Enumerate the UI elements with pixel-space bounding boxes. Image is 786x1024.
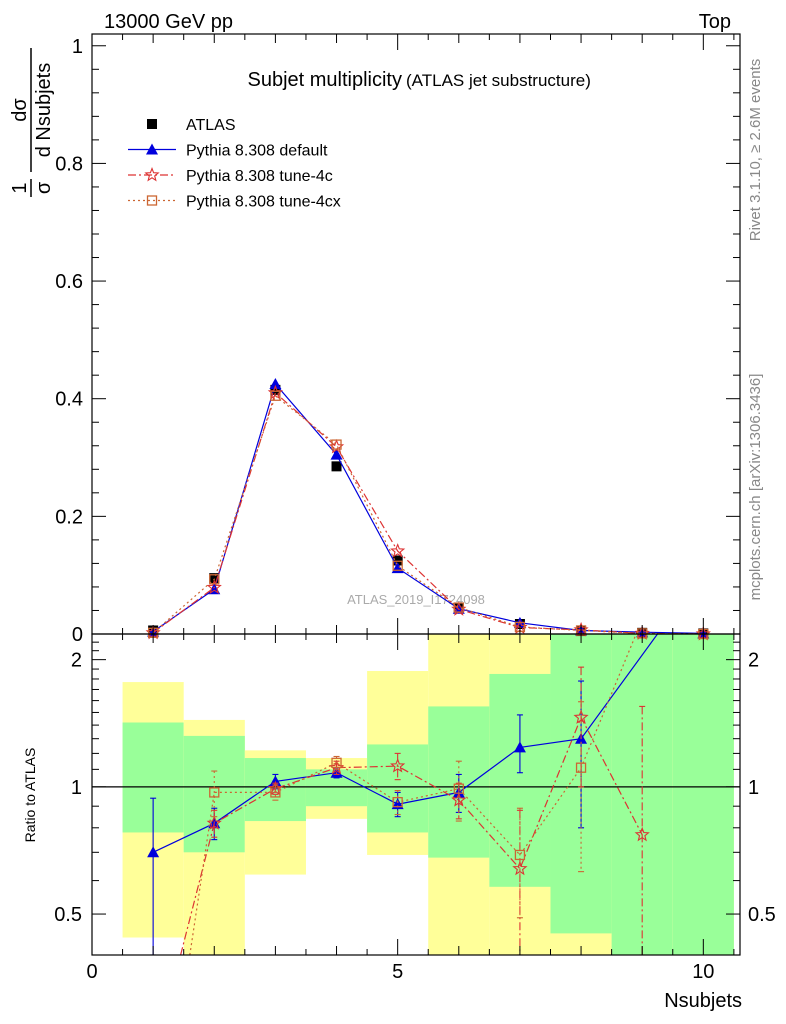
y-label-fraction-num: 1	[9, 182, 31, 193]
axes: 00.20.40.60.810 5 100.5 0.51 12 2	[54, 33, 776, 983]
green-band-bin	[489, 673, 551, 887]
ratio-point-tune4c	[634, 826, 650, 842]
data-point-tune4c	[206, 579, 222, 595]
data-point-tune4cx	[453, 602, 464, 613]
ratio-uncertainty-bands	[92, 634, 740, 955]
ratio-series-tune4cx	[189, 634, 637, 955]
ratio-point-tune4cx	[575, 762, 587, 773]
legend-label-tune4c: Pythia 8.308 tune-4c	[186, 168, 333, 185]
ratio-point-tune4cx	[514, 849, 526, 861]
legend: ATLAS Pythia 8.308 default Pythia 8.308 tu…	[128, 117, 341, 211]
x-tick-label: 5	[392, 961, 403, 983]
y-tick-label: 0.2	[55, 506, 83, 528]
ratio-point-tune4cx	[331, 757, 342, 768]
ratio-point-tune4cx	[453, 783, 464, 794]
x-tick-label: 0	[86, 961, 97, 983]
analysis-watermark: ATLAS_2019_I1724098	[347, 592, 485, 607]
ratio-point-tune4cx	[392, 797, 403, 808]
x-axis-label: Nsubjets	[664, 990, 742, 1012]
legend-marker-default	[146, 143, 158, 155]
ratio-point-tune4c	[573, 709, 589, 724]
beam-label: 13000 GeV pp	[104, 11, 233, 33]
process-label: Top	[699, 11, 731, 33]
y-label-fraction-den: σ	[33, 181, 55, 194]
legend-label-default: Pythia 8.308 default	[186, 143, 328, 160]
legend-entry-tune4cx: Pythia 8.308 tune-4cx	[128, 194, 341, 211]
ratio-y-tick-label-right: 0.5	[748, 904, 776, 926]
data-point-data	[392, 555, 403, 566]
green-band-bin	[672, 634, 734, 955]
y-axis-label: 1 σ dσ d Nsubjets	[9, 48, 55, 197]
legend-label-data: ATLAS	[186, 117, 236, 134]
legend-entry-data: ATLAS	[147, 117, 236, 134]
chart-subtitle: (ATLAS jet substructure)	[406, 71, 591, 90]
series-line-tune4cx	[152, 394, 704, 635]
data-point-default	[269, 378, 282, 389]
ratio-panel	[147, 634, 658, 955]
legend-label-tune4cx: Pythia 8.308 tune-4cx	[186, 194, 341, 211]
y-tick-label: 1	[72, 36, 83, 58]
data-point-data	[270, 384, 281, 395]
data-point-data	[209, 573, 220, 584]
ratio-y-tick-label-right: 2	[748, 650, 759, 672]
data-point-data	[331, 461, 342, 472]
y-tick-label: 0.6	[55, 271, 83, 293]
ratio-point-tune4cx	[270, 787, 281, 798]
ratio-point-tune4cx	[209, 787, 220, 798]
x-tick-label: 10	[692, 961, 714, 983]
y-tick-label: 0	[72, 624, 83, 646]
data-point-tune4cx	[331, 439, 342, 450]
data-point-tune4cx	[392, 560, 403, 571]
data-point-tune4cx	[209, 574, 220, 585]
y-label-deriv-num: dσ	[9, 98, 31, 122]
legend-marker-tune4cx	[146, 195, 158, 206]
ratio-point-tune4c	[390, 758, 406, 773]
ratio-y-axis-label: Ratio to ATLAS	[22, 748, 38, 843]
ratio-y-tick-label: 0.5	[54, 904, 82, 926]
y-tick-label: 0.4	[55, 389, 83, 411]
ratio-y-tick-label: 2	[71, 650, 82, 672]
ratio-frame	[91, 633, 741, 956]
legend-marker-tune4c	[144, 166, 160, 182]
ratio-y-tick-label-right: 1	[748, 777, 759, 799]
ratio-point-tune4c	[512, 860, 528, 876]
chart-title: Subjet multiplicity	[247, 69, 402, 91]
data-point-default	[330, 448, 343, 460]
legend-entry-tune4c: Pythia 8.308 tune-4c	[128, 166, 333, 185]
rivet-label: Rivet 3.1.10, ≥ 2.6M events	[747, 59, 764, 242]
ratio-point-default	[513, 741, 526, 753]
mcplots-label: mcplots.cern.ch [arXiv:1306.3436]	[747, 374, 764, 601]
data-point-tune4c	[390, 543, 406, 558]
ratio-point-default	[147, 846, 160, 858]
y-tick-label: 0.8	[55, 153, 83, 175]
data-point-tune4cx	[270, 390, 281, 401]
legend-entry-default: Pythia 8.308 default	[128, 143, 328, 160]
legend-marker-data	[147, 119, 157, 129]
ratio-y-tick-label: 1	[71, 777, 82, 799]
y-label-deriv-den: d Nsubjets	[33, 63, 55, 158]
